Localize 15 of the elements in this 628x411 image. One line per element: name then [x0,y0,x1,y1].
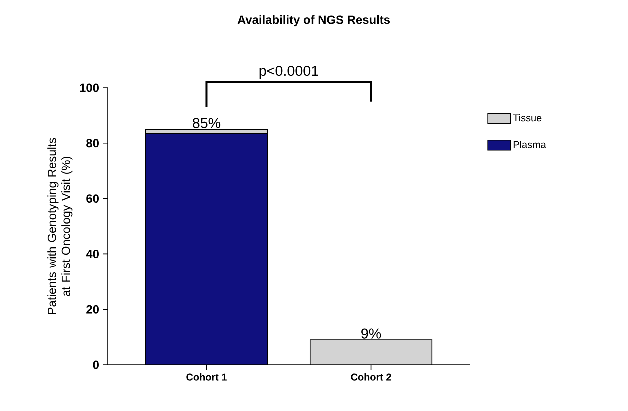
chart-title: Availability of NGS Results [238,15,390,27]
legend-label: Plasma [514,141,546,148]
y-tick-label: 100 [80,84,99,92]
y-tick-label: 20 [86,305,99,314]
x-tick-label: Cohort 1 [186,374,227,381]
text: p<0.0001 [260,66,318,79]
legend-label: Tissue [513,114,542,122]
total-label: 85% [192,118,221,128]
y-tick-label: 60 [86,194,99,204]
y-tick-label: 80 [86,139,99,148]
x-tick-label: Cohort 2 [351,374,392,381]
y-axis-title: Patients with Genotyping Results at First Oncology Visit (%) [48,138,73,314]
y-tick-label: 40 [86,250,99,258]
total-label: 9% [362,328,382,339]
y-tick-label: 0 [93,360,99,370]
